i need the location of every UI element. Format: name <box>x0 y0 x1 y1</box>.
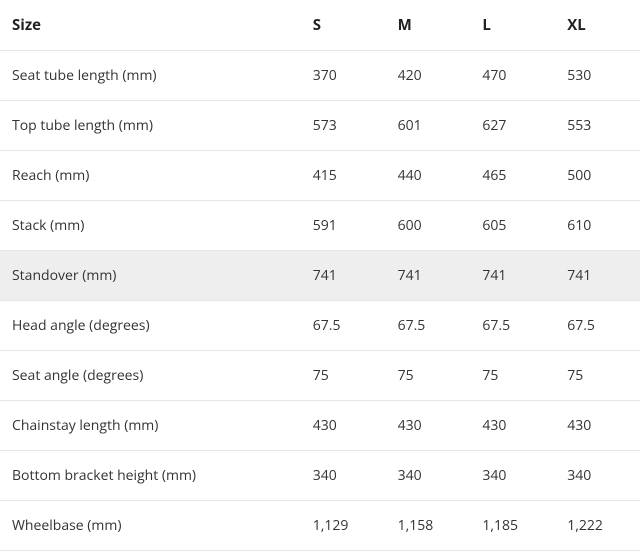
metric-value: 67.5 <box>470 301 555 351</box>
metric-value: 430 <box>555 401 640 451</box>
table-body: Seat tube length (mm)370420470530Top tub… <box>0 51 640 551</box>
table-row: Top tube length (mm)573601627553 <box>0 101 640 151</box>
metric-value: 600 <box>386 201 471 251</box>
metric-label: Stack (mm) <box>0 201 301 251</box>
metric-value: 340 <box>386 451 471 501</box>
metric-value: 67.5 <box>386 301 471 351</box>
metric-label: Chainstay length (mm) <box>0 401 301 451</box>
metric-value: 1,185 <box>470 501 555 551</box>
metric-value: 67.5 <box>555 301 640 351</box>
metric-value: 741 <box>386 251 471 301</box>
table-row: Standover (mm)741741741741 <box>0 251 640 301</box>
metric-value: 530 <box>555 51 640 101</box>
metric-value: 553 <box>555 101 640 151</box>
metric-label: Top tube length (mm) <box>0 101 301 151</box>
metric-value: 605 <box>470 201 555 251</box>
metric-label: Seat tube length (mm) <box>0 51 301 101</box>
metric-value: 470 <box>470 51 555 101</box>
metric-value: 340 <box>470 451 555 501</box>
metric-value: 430 <box>386 401 471 451</box>
header-metric: Size <box>0 0 301 51</box>
metric-value: 75 <box>470 351 555 401</box>
metric-value: 75 <box>301 351 386 401</box>
metric-value: 591 <box>301 201 386 251</box>
metric-value: 75 <box>555 351 640 401</box>
metric-value: 741 <box>470 251 555 301</box>
table-row: Head angle (degrees)67.567.567.567.5 <box>0 301 640 351</box>
metric-value: 627 <box>470 101 555 151</box>
metric-value: 430 <box>470 401 555 451</box>
table-row: Wheelbase (mm)1,1291,1581,1851,222 <box>0 501 640 551</box>
metric-value: 420 <box>386 51 471 101</box>
header-size-m: M <box>386 0 471 51</box>
metric-value: 1,222 <box>555 501 640 551</box>
metric-value: 75 <box>386 351 471 401</box>
metric-value: 500 <box>555 151 640 201</box>
header-size-xl: XL <box>555 0 640 51</box>
header-size-s: S <box>301 0 386 51</box>
metric-label: Seat angle (degrees) <box>0 351 301 401</box>
table-row: Stack (mm)591600605610 <box>0 201 640 251</box>
metric-value: 1,158 <box>386 501 471 551</box>
metric-value: 601 <box>386 101 471 151</box>
metric-value: 370 <box>301 51 386 101</box>
metric-value: 415 <box>301 151 386 201</box>
metric-label: Reach (mm) <box>0 151 301 201</box>
metric-label: Bottom bracket height (mm) <box>0 451 301 501</box>
table-header-row: Size S M L XL <box>0 0 640 51</box>
table-row: Seat angle (degrees)75757575 <box>0 351 640 401</box>
metric-value: 741 <box>555 251 640 301</box>
table-row: Bottom bracket height (mm)340340340340 <box>0 451 640 501</box>
table-row: Reach (mm)415440465500 <box>0 151 640 201</box>
header-size-l: L <box>470 0 555 51</box>
metric-value: 430 <box>301 401 386 451</box>
geometry-table: Size S M L XL Seat tube length (mm)37042… <box>0 0 640 551</box>
metric-value: 1,129 <box>301 501 386 551</box>
table-row: Chainstay length (mm)430430430430 <box>0 401 640 451</box>
table-row: Seat tube length (mm)370420470530 <box>0 51 640 101</box>
metric-value: 340 <box>301 451 386 501</box>
metric-value: 465 <box>470 151 555 201</box>
metric-value: 741 <box>301 251 386 301</box>
metric-value: 440 <box>386 151 471 201</box>
metric-label: Wheelbase (mm) <box>0 501 301 551</box>
metric-value: 610 <box>555 201 640 251</box>
metric-value: 67.5 <box>301 301 386 351</box>
metric-value: 340 <box>555 451 640 501</box>
metric-label: Head angle (degrees) <box>0 301 301 351</box>
metric-value: 573 <box>301 101 386 151</box>
metric-label: Standover (mm) <box>0 251 301 301</box>
